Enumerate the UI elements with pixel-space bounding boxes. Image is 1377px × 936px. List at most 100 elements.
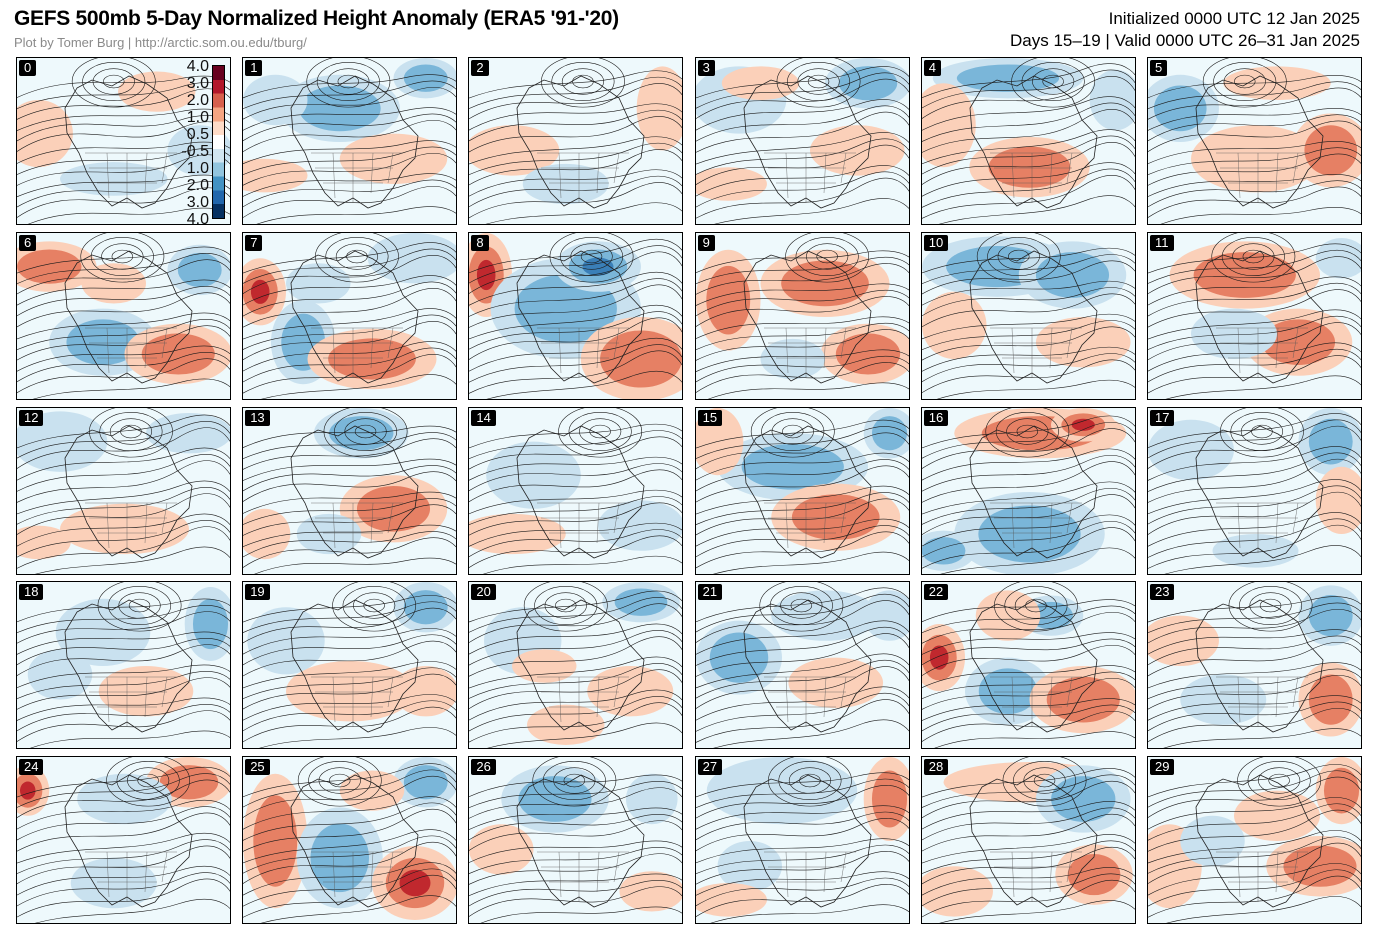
positive-anomaly-area xyxy=(1304,125,1358,176)
state-borders xyxy=(311,502,404,553)
continent-outline xyxy=(1195,425,1324,559)
continent-outline xyxy=(64,75,193,209)
positive-anomaly-area xyxy=(469,125,560,176)
anomaly-map xyxy=(1148,757,1361,924)
negative-anomaly-area xyxy=(27,649,93,700)
negative-anomaly-area xyxy=(247,607,325,675)
colorbar-tick-label: 0.5 xyxy=(186,126,209,143)
continent-outline xyxy=(516,425,645,559)
ensemble-member-panel: 29 xyxy=(1147,756,1362,925)
positive-anomaly-area xyxy=(1283,845,1357,887)
ensemble-member-panel: 0 4.0 3.0 2.0 1.0 0.5 -0.5 1.0 2.0 3.0 4.0 xyxy=(16,57,231,225)
anomaly-map xyxy=(921,407,1135,574)
anomaly-map xyxy=(243,757,457,924)
state-borders xyxy=(85,502,177,553)
height-contours xyxy=(243,757,457,924)
negative-anomaly-area xyxy=(523,163,610,205)
state-borders xyxy=(1216,152,1308,203)
positive-anomaly-area xyxy=(695,883,767,917)
positive-anomaly-area xyxy=(975,590,1041,642)
state-borders xyxy=(85,851,177,903)
state-borders xyxy=(1216,502,1308,553)
continent-outline xyxy=(743,774,872,908)
positive-anomaly-area xyxy=(1035,316,1131,368)
state-borders xyxy=(989,152,1082,203)
positive-anomaly-area xyxy=(1046,677,1120,723)
ensemble-member-panel: 15 xyxy=(694,406,910,575)
member-number-label: 24 xyxy=(19,759,44,776)
ensemble-member-panel: 19 xyxy=(242,581,458,750)
anomaly-map xyxy=(243,58,457,224)
plot-credit: Plot by Tomer Burg | http://arctic.som.o… xyxy=(14,35,307,50)
colorbar xyxy=(212,65,225,219)
negative-anomaly-area xyxy=(296,513,362,554)
positive-anomaly-area xyxy=(809,125,905,176)
negative-anomaly-area xyxy=(615,588,668,617)
member-number-label: 11 xyxy=(1150,234,1174,251)
negative-anomaly-area xyxy=(921,536,966,565)
height-contours xyxy=(469,757,683,924)
positive-anomaly-area xyxy=(1308,674,1353,726)
negative-anomaly-area xyxy=(286,263,351,304)
continent-outline xyxy=(969,425,1098,559)
height-contours xyxy=(17,407,230,574)
height-contours xyxy=(921,58,1135,224)
state-borders xyxy=(989,677,1082,728)
ensemble-member-panel: 20 xyxy=(468,581,684,750)
member-number-label: 16 xyxy=(923,409,949,426)
state-borders xyxy=(763,851,856,903)
state-borders xyxy=(537,152,630,203)
positive-anomaly-area xyxy=(921,291,987,359)
colorbar-tick-label: 2.0 xyxy=(186,92,209,109)
positive-anomaly-area xyxy=(929,645,949,671)
continent-outline xyxy=(743,599,872,733)
state-borders xyxy=(1216,327,1308,378)
negative-anomaly-area xyxy=(177,252,222,287)
member-number-label: 6 xyxy=(19,234,37,251)
negative-anomaly-area xyxy=(760,338,825,379)
positive-anomaly-area xyxy=(1234,790,1320,842)
height-contours xyxy=(17,232,230,399)
anomaly-map xyxy=(1148,582,1361,749)
negative-anomaly-area xyxy=(299,85,381,132)
anomaly-map xyxy=(243,232,457,399)
member-number-label: 28 xyxy=(923,759,949,776)
continent-outline xyxy=(290,599,419,733)
height-contours xyxy=(469,582,683,749)
state-borders xyxy=(989,327,1082,378)
state-borders xyxy=(763,502,856,553)
anomaly-map xyxy=(1148,407,1361,574)
continent-outline xyxy=(516,75,645,209)
negative-anomaly-area xyxy=(741,443,844,490)
anomaly-map xyxy=(921,582,1135,749)
ensemble-member-panel: 26 xyxy=(468,756,684,925)
anomaly-map xyxy=(17,582,230,749)
ensemble-member-panel: 22 xyxy=(920,581,1136,750)
continent-outline xyxy=(969,599,1098,733)
ensemble-member-panel: 8 xyxy=(468,231,684,400)
member-number-label: 17 xyxy=(1150,409,1175,426)
negative-anomaly-area xyxy=(1148,419,1234,480)
ensemble-member-panel: 25 xyxy=(242,756,458,925)
positive-anomaly-area xyxy=(328,338,417,380)
height-contours xyxy=(1148,407,1361,574)
member-number-label: 12 xyxy=(19,409,44,426)
colorbar-tick-label: 1.0 xyxy=(186,160,209,177)
height-contours xyxy=(1148,58,1361,224)
state-borders xyxy=(989,502,1082,553)
height-contours xyxy=(921,582,1135,749)
negative-anomaly-area xyxy=(1089,69,1135,131)
state-borders xyxy=(311,851,404,903)
negative-anomaly-area xyxy=(1191,308,1277,359)
positive-anomaly-area xyxy=(98,666,194,717)
continent-outline xyxy=(290,75,419,209)
ensemble-member-panel: 23 xyxy=(1147,581,1362,750)
anomaly-map xyxy=(921,58,1135,224)
continent-outline xyxy=(1195,599,1324,733)
member-number-label: 9 xyxy=(697,234,715,251)
anomaly-map xyxy=(17,407,230,574)
continent-outline xyxy=(64,774,193,908)
positive-anomaly-area xyxy=(469,513,567,554)
ensemble-member-panel: 5 xyxy=(1147,57,1362,225)
init-time: Initialized 0000 UTC 12 Jan 2025 xyxy=(1108,9,1360,28)
